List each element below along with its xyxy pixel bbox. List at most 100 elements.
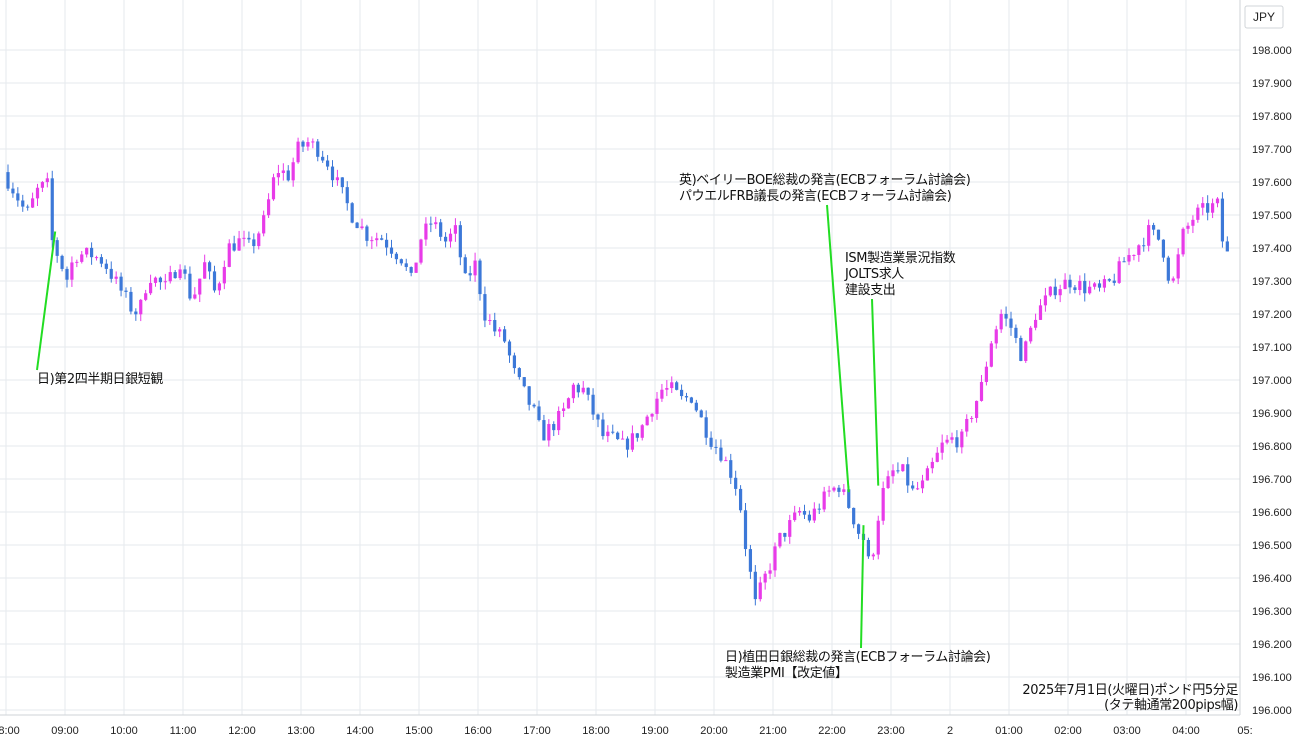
y-tick-label: 196.700: [1252, 474, 1292, 486]
caption-line: 2025年7月1日(火曜日)ポンド円5分足: [1022, 683, 1238, 698]
candle-body: [606, 431, 610, 437]
candle-body: [11, 188, 15, 194]
candle-body: [1053, 286, 1057, 296]
candle-body: [866, 539, 871, 557]
candle-body: [6, 172, 10, 189]
candle-body: [960, 431, 964, 448]
candle-body: [620, 438, 625, 440]
candle-body: [1210, 203, 1215, 213]
candle-body: [21, 200, 25, 207]
candle-body: [778, 532, 782, 547]
candle-body: [85, 247, 89, 255]
candle-body: [675, 382, 679, 390]
candle-body: [65, 268, 69, 280]
candle-body: [301, 141, 305, 147]
annotation-label: 英)ベイリーBOE総裁の発言(ECBフォーラム討論会): [679, 172, 970, 188]
candle-body: [94, 257, 99, 259]
candle-body: [306, 142, 310, 147]
candle-body: [360, 226, 364, 229]
candle-body: [940, 442, 944, 453]
y-tick-label: 197.300: [1252, 276, 1292, 288]
candle-body: [345, 187, 349, 204]
currency-label: JPY: [1253, 10, 1275, 24]
candle-body: [650, 413, 654, 417]
candle-body: [384, 239, 389, 248]
candle-body: [729, 460, 733, 478]
candle-body: [1147, 225, 1151, 246]
candle-body: [1186, 225, 1190, 229]
candle-body: [134, 311, 138, 315]
candle-body: [616, 432, 620, 440]
x-tick-label: 20:00: [700, 725, 728, 737]
candle-body: [458, 225, 462, 258]
candle-body: [876, 520, 880, 555]
candle-body: [1117, 261, 1121, 283]
candle-body: [1225, 241, 1229, 252]
candle-body: [788, 520, 792, 537]
candle-body: [148, 282, 153, 294]
candle-body: [645, 416, 649, 426]
candle-body: [537, 406, 541, 421]
candle-body: [144, 293, 148, 300]
candle-body: [724, 460, 728, 462]
candle-body: [547, 424, 551, 441]
y-tick-label: 197.700: [1252, 144, 1292, 156]
candle-body: [1078, 280, 1082, 290]
candle-body: [689, 397, 694, 403]
chart-caption: 2025年7月1日(火曜日)ポンド円5分足(タテ軸通常200pips幅): [1022, 683, 1238, 713]
annotation-labels: 日)第2四半期日銀短観 英)ベイリーBOE総裁の発言(ECBフォーラム討論会)パウ…: [37, 172, 991, 681]
price-axis[interactable]: 198.000 197.900 197.800 197.700 197.600 197.5…: [1252, 45, 1292, 717]
x-tick-label: 23:00: [877, 725, 905, 737]
candle-body: [994, 329, 998, 344]
candle-body: [999, 313, 1003, 330]
annotation-label: パウエルFRB議長の発言(ECBフォーラム討論会): [679, 188, 951, 204]
candle-body: [635, 433, 639, 438]
time-axis[interactable]: 08:00 09:00 10:00 11:00 12:00 13:00 14:00 15:00…: [0, 725, 1253, 737]
x-tick-label: 02:00: [1054, 725, 1082, 737]
y-tick-label: 196.200: [1252, 639, 1292, 651]
x-tick-label: 22:00: [818, 725, 846, 737]
x-tick-label: 11:00: [170, 725, 197, 737]
candle-body: [512, 355, 517, 369]
candle-body: [291, 162, 295, 181]
candle-body: [109, 268, 113, 279]
caption-line: (タテ軸通常200pips幅): [1104, 698, 1238, 713]
candle-body: [1122, 261, 1126, 263]
candle-body: [1068, 279, 1072, 288]
annotation-label: JOLTS求人: [844, 267, 904, 282]
candle-body: [188, 273, 192, 299]
candle-body: [581, 387, 585, 393]
candle-body: [168, 272, 172, 282]
candle-body: [753, 571, 757, 600]
candle-body: [802, 510, 807, 515]
x-tick-label: 19:00: [641, 725, 669, 737]
annotation-label: 日)第2四半期日銀短観: [37, 372, 163, 387]
candle-body: [1161, 239, 1166, 258]
candle-body: [1156, 229, 1161, 240]
annotation-leader-line: [860, 525, 865, 649]
y-tick-label: 197.800: [1252, 111, 1292, 123]
candle-body: [738, 488, 743, 511]
candle-body: [498, 329, 502, 332]
candle-body: [1048, 286, 1052, 296]
candle-body: [773, 546, 777, 571]
candle-body: [119, 276, 123, 291]
candle-body: [817, 508, 821, 510]
candle-body: [1063, 279, 1067, 290]
candle-body: [665, 388, 669, 390]
candle-body: [55, 240, 59, 256]
candle-body: [925, 468, 930, 481]
candle-body: [625, 438, 630, 450]
candle-body: [1009, 318, 1013, 328]
candle-body: [881, 488, 885, 521]
candle-body: [463, 257, 467, 274]
candle-body: [1024, 341, 1028, 361]
candle-body: [1083, 280, 1087, 294]
candle-body: [153, 277, 158, 283]
candle-body: [212, 271, 217, 291]
candle-body: [591, 394, 595, 415]
candle-body: [434, 222, 438, 225]
candle-body: [1112, 280, 1116, 283]
annotation-label: 建設支出: [845, 282, 895, 298]
candle-body: [886, 476, 890, 489]
